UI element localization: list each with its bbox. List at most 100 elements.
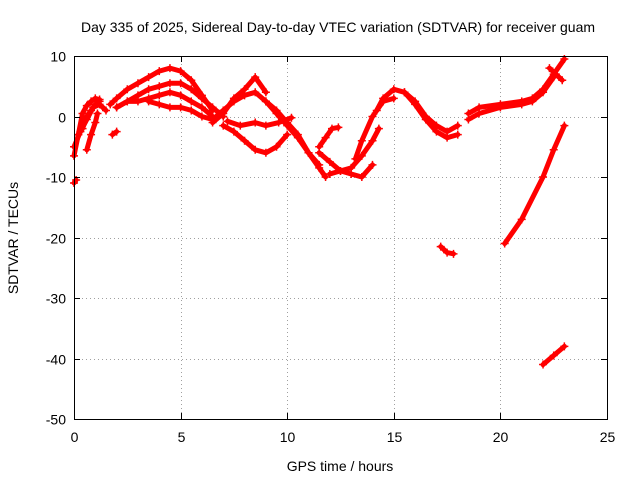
- grid-layer: [74, 56, 607, 419]
- data-point: [123, 97, 132, 106]
- data-point: [272, 106, 281, 115]
- data-point: [106, 100, 115, 109]
- data-point: [517, 100, 526, 109]
- data-point: [357, 136, 366, 145]
- data-point: [155, 82, 164, 91]
- data-point: [389, 85, 398, 94]
- data-point: [208, 115, 217, 124]
- data-point: [400, 88, 409, 97]
- data-point: [453, 130, 462, 139]
- data-point: [74, 130, 83, 139]
- data-point: [549, 351, 558, 360]
- data-point: [368, 112, 377, 121]
- data-point: [539, 88, 548, 97]
- data-point: [133, 79, 142, 88]
- y-axis-title: SDTVAR / TECUs: [5, 182, 21, 294]
- data-point: [251, 88, 260, 97]
- data-point: [112, 127, 121, 136]
- data-layer: [70, 55, 569, 369]
- data-point: [197, 94, 206, 103]
- x-tick-label: 15: [387, 429, 403, 445]
- x-tick-label: 5: [178, 429, 186, 445]
- data-point: [144, 85, 153, 94]
- data-point: [219, 121, 228, 130]
- data-point: [229, 97, 238, 106]
- data-point: [517, 215, 526, 224]
- data-point: [464, 115, 473, 124]
- data-point: [123, 85, 132, 94]
- data-point: [91, 118, 100, 127]
- y-tick-label: -10: [46, 170, 66, 186]
- data-point: [187, 97, 196, 106]
- data-point: [539, 360, 548, 369]
- data-point: [223, 117, 232, 126]
- data-point: [87, 106, 96, 115]
- data-point: [436, 242, 445, 251]
- data-point: [304, 148, 313, 157]
- data-point: [133, 97, 142, 106]
- data-point: [357, 151, 366, 160]
- data-point: [315, 142, 324, 151]
- data-point: [272, 142, 281, 151]
- data-point: [315, 163, 324, 172]
- data-point: [261, 97, 270, 106]
- x-tick-label: 25: [600, 429, 616, 445]
- data-series-trace-4: [84, 111, 100, 153]
- data-point: [144, 97, 153, 106]
- data-series-trace-9: [114, 89, 216, 119]
- data-point: [82, 101, 91, 110]
- data-point: [229, 127, 238, 136]
- data-point: [165, 64, 174, 73]
- data-point: [219, 106, 228, 115]
- data-point: [176, 79, 185, 88]
- data-point: [82, 112, 91, 121]
- data-point: [261, 121, 270, 130]
- data-point: [108, 130, 117, 139]
- data-point: [101, 106, 110, 115]
- y-tick-label: -50: [46, 412, 66, 428]
- data-point: [374, 124, 383, 133]
- data-point: [283, 118, 292, 127]
- data-point: [144, 73, 153, 82]
- data-point: [112, 94, 121, 103]
- data-series-trace-26: [502, 123, 567, 247]
- data-point: [287, 113, 296, 122]
- data-point: [545, 64, 554, 73]
- data-point: [93, 109, 102, 118]
- data-point: [197, 112, 206, 121]
- tick-layer: -50 -40 -30 -20 -10 0 10 0 5 10 15 20 25: [46, 49, 616, 446]
- chart-title: Day 335 of 2025, Sidereal Day-to-day VTE…: [81, 19, 595, 35]
- data-series-trace-21: [352, 95, 397, 162]
- x-axis-title: GPS time / hours: [287, 458, 394, 474]
- y-tick-label: 10: [50, 49, 66, 65]
- data-point: [432, 127, 441, 136]
- data-point: [176, 103, 185, 112]
- data-point: [82, 145, 91, 154]
- y-tick-label: -20: [46, 231, 66, 247]
- data-point: [240, 91, 249, 100]
- data-point: [293, 130, 302, 139]
- data-point: [112, 103, 121, 112]
- data-point: [87, 97, 96, 106]
- data-point: [336, 166, 345, 175]
- data-point: [560, 342, 569, 351]
- data-point: [240, 136, 249, 145]
- data-point: [155, 100, 164, 109]
- data-point: [187, 85, 196, 94]
- data-point: [347, 169, 356, 178]
- data-point: [327, 124, 336, 133]
- data-point: [95, 97, 104, 106]
- data-point: [165, 103, 174, 112]
- data-point: [558, 76, 567, 85]
- data-point: [321, 173, 330, 181]
- data-point: [421, 115, 430, 124]
- data-point: [78, 124, 87, 133]
- data-point: [165, 88, 174, 97]
- data-point: [187, 76, 196, 85]
- data-point: [368, 136, 377, 145]
- data-point: [251, 145, 260, 154]
- data-point: [176, 67, 185, 76]
- data-point: [251, 118, 260, 127]
- data-point: [197, 103, 206, 112]
